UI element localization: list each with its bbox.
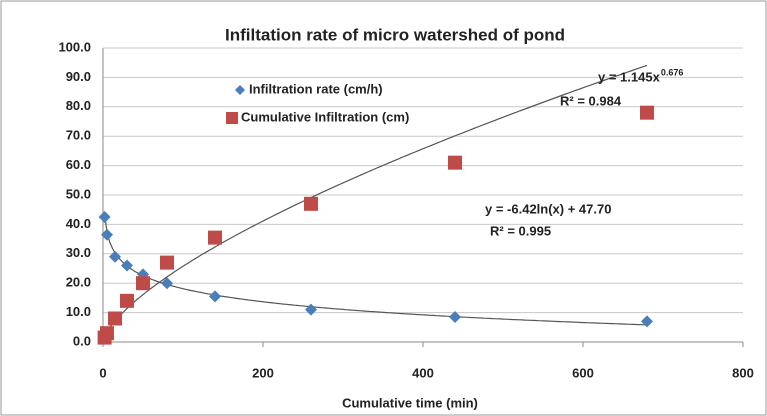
y-tick-label: 0.0 <box>73 333 91 348</box>
y-tick-label: 20.0 <box>66 275 91 290</box>
trendline <box>104 64 648 337</box>
y-tick-label: 90.0 <box>66 69 91 84</box>
trendline-equation: y = -6.42ln(x) + 47.70 <box>485 201 611 216</box>
point <box>109 250 121 263</box>
point <box>448 155 462 170</box>
legend-label: Cumulative Infiltration (cm) <box>241 109 409 124</box>
point <box>108 311 122 326</box>
point <box>208 230 222 245</box>
legend-marker <box>226 112 238 124</box>
trendline-r2: R² = 0.984 <box>560 93 622 108</box>
point <box>120 293 134 308</box>
y-tick-label: 40.0 <box>66 216 91 231</box>
y-tick-label: 80.0 <box>66 98 91 113</box>
x-tick-label: 400 <box>412 365 434 380</box>
y-tick-label: 70.0 <box>66 128 91 143</box>
point <box>449 311 461 324</box>
y-tick-label: 50.0 <box>66 186 91 201</box>
x-tick-label: 800 <box>732 365 754 380</box>
point <box>100 326 114 341</box>
trendline-r2: R² = 0.995 <box>490 223 551 238</box>
trendline-equation: y = 1.145x <box>598 69 661 84</box>
y-tick-label: 30.0 <box>66 245 91 260</box>
point <box>641 315 653 328</box>
point <box>160 255 174 270</box>
y-tick-label: 60.0 <box>66 157 91 172</box>
point <box>304 196 318 211</box>
y-tick-label: 100.0 <box>58 39 91 54</box>
trendline <box>104 214 648 326</box>
x-tick-label: 600 <box>572 365 594 380</box>
point <box>305 303 317 316</box>
x-axis-label: Cumulative time (min) <box>342 395 478 410</box>
point <box>161 277 173 290</box>
point <box>98 211 111 224</box>
x-tick-label: 0 <box>99 365 106 380</box>
point <box>209 290 221 303</box>
trendline-exponent: 0.676 <box>661 67 684 77</box>
x-tick-label: 200 <box>252 365 274 380</box>
legend-label: Infiltration rate (cm/h) <box>249 81 383 96</box>
point <box>101 228 113 241</box>
chart-title: Infiltation rate of micro watershed of p… <box>225 25 565 44</box>
point <box>640 105 654 120</box>
y-tick-label: 10.0 <box>66 304 91 319</box>
legend-marker <box>235 85 245 95</box>
point <box>121 259 133 272</box>
point <box>136 276 150 291</box>
